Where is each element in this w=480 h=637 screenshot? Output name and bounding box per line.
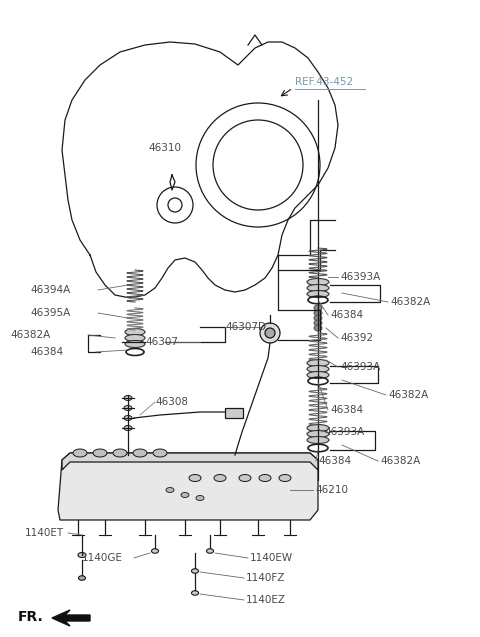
Circle shape: [265, 328, 275, 338]
Ellipse shape: [166, 487, 174, 492]
Ellipse shape: [192, 569, 199, 573]
Ellipse shape: [307, 424, 329, 431]
Ellipse shape: [79, 576, 85, 580]
Ellipse shape: [196, 496, 204, 501]
Ellipse shape: [73, 449, 87, 457]
Ellipse shape: [307, 278, 329, 285]
Text: 46210: 46210: [315, 485, 348, 495]
Text: 1140ET: 1140ET: [25, 528, 64, 538]
Ellipse shape: [124, 426, 132, 431]
Ellipse shape: [307, 359, 329, 366]
Ellipse shape: [307, 431, 329, 438]
Text: 1140EW: 1140EW: [250, 553, 293, 563]
Text: 46384: 46384: [318, 456, 351, 466]
Ellipse shape: [307, 436, 329, 443]
Ellipse shape: [125, 334, 145, 341]
Ellipse shape: [314, 310, 322, 316]
Ellipse shape: [307, 366, 329, 373]
Text: 46382A: 46382A: [380, 456, 420, 466]
Text: 46384: 46384: [30, 347, 63, 357]
Text: 46382A: 46382A: [388, 390, 428, 400]
Ellipse shape: [189, 475, 201, 482]
Ellipse shape: [181, 492, 189, 497]
Text: 46395A: 46395A: [30, 308, 70, 318]
Ellipse shape: [133, 449, 147, 457]
Ellipse shape: [113, 449, 127, 457]
Ellipse shape: [314, 320, 322, 326]
Polygon shape: [52, 610, 90, 626]
Ellipse shape: [124, 406, 132, 410]
Text: FR.: FR.: [18, 610, 44, 624]
Text: 1140EZ: 1140EZ: [246, 595, 286, 605]
Text: 1140GE: 1140GE: [82, 553, 123, 563]
Text: 46384: 46384: [330, 405, 363, 415]
Ellipse shape: [125, 329, 145, 336]
Text: 46382A: 46382A: [390, 297, 430, 307]
Text: 46384: 46384: [330, 310, 363, 320]
Polygon shape: [62, 453, 318, 470]
Ellipse shape: [192, 590, 199, 595]
Text: 46394A: 46394A: [30, 285, 70, 295]
Text: 46310: 46310: [148, 143, 181, 153]
Ellipse shape: [307, 285, 329, 292]
Ellipse shape: [78, 552, 86, 557]
Ellipse shape: [152, 548, 158, 554]
Ellipse shape: [314, 325, 322, 331]
Text: 46393A: 46393A: [340, 272, 380, 282]
Ellipse shape: [307, 290, 329, 297]
Ellipse shape: [314, 315, 322, 321]
Ellipse shape: [314, 305, 322, 311]
Circle shape: [260, 323, 280, 343]
Text: REF.43-452: REF.43-452: [295, 77, 353, 87]
Text: 46393A: 46393A: [340, 362, 380, 372]
Ellipse shape: [124, 415, 132, 420]
Ellipse shape: [259, 475, 271, 482]
Circle shape: [229, 454, 241, 466]
Ellipse shape: [93, 449, 107, 457]
Text: 46307: 46307: [145, 337, 178, 347]
Ellipse shape: [153, 449, 167, 457]
Text: 46382A: 46382A: [10, 330, 50, 340]
Ellipse shape: [279, 475, 291, 482]
Text: 46392: 46392: [340, 333, 373, 343]
Text: 46307D: 46307D: [225, 322, 266, 332]
Text: 46393A: 46393A: [324, 427, 364, 437]
Ellipse shape: [125, 341, 145, 348]
Text: 46308: 46308: [155, 397, 188, 407]
Polygon shape: [58, 453, 318, 520]
Ellipse shape: [206, 548, 214, 554]
Text: 1140FZ: 1140FZ: [246, 573, 286, 583]
Ellipse shape: [124, 396, 132, 401]
Ellipse shape: [214, 475, 226, 482]
Ellipse shape: [307, 371, 329, 378]
Bar: [225, 408, 243, 418]
Ellipse shape: [239, 475, 251, 482]
